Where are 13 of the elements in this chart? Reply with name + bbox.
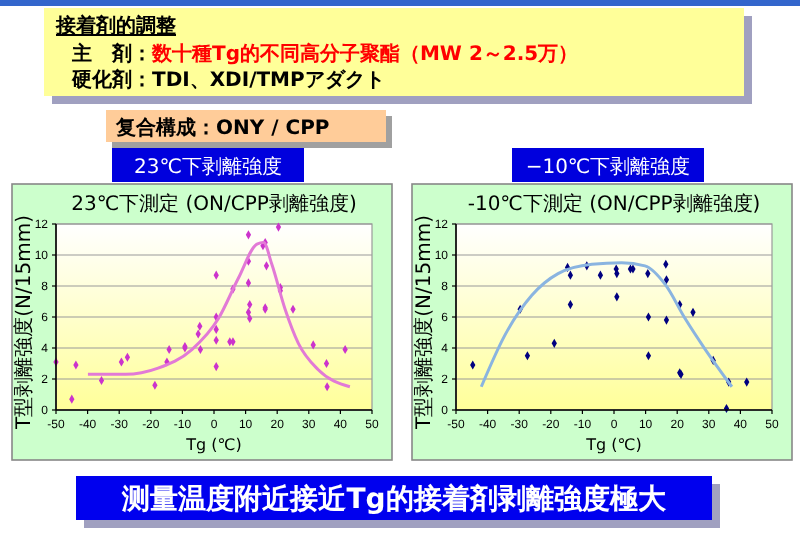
text: 硬化剤：TDI、XDI/TMPアダクト — [70, 68, 385, 92]
chart-title: 23℃下剥離強度 — [134, 155, 282, 179]
chart-subtitle: 23℃下測定 (ON/CPP剥離強度) — [71, 192, 357, 216]
text: 主 剤：数十種Tg的不同高分子聚酯（MW 2～2.5万） — [70, 42, 579, 66]
chart-title: −10℃下剥離強度 — [525, 155, 691, 179]
text: 复合構成：ONY / CPP — [114, 116, 330, 140]
y-axis-title: T型剥離強度(N/15mm) — [412, 214, 436, 431]
chart-subtitle: -10℃下測定 (ON/CPP剥離強度) — [467, 192, 761, 216]
text: 测量温度附近接近Tg的接着剤剥離強度極大 — [120, 482, 668, 516]
text: 接着剤的調整 — [54, 14, 178, 38]
y-axis-title: T型剥離強度(N/15mm) — [12, 214, 36, 431]
x-axis-title: Tg (℃) — [184, 436, 242, 454]
x-axis-title: Tg (℃) — [584, 436, 642, 454]
